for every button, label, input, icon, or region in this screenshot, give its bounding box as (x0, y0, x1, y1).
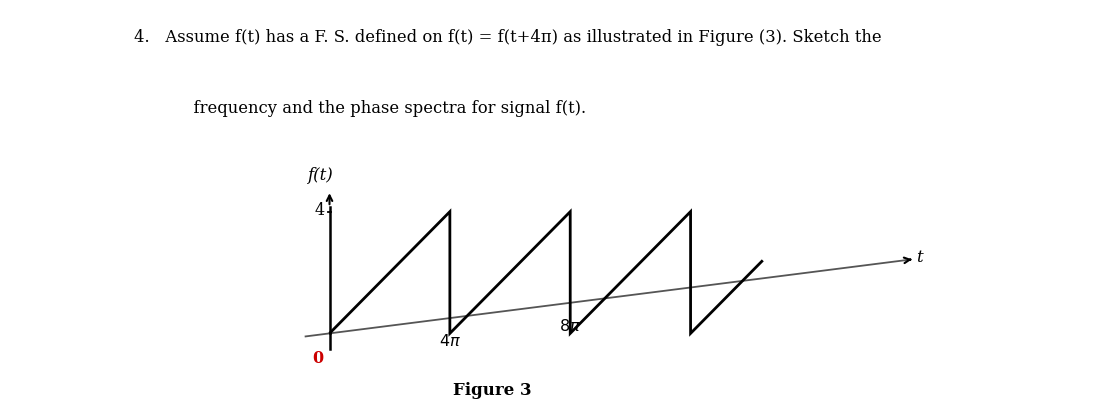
Text: t: t (916, 249, 922, 266)
Text: 4.   Assume f(t) has a F. S. defined on f(t) = f(t+4π) as illustrated in Figure : 4. Assume f(t) has a F. S. defined on f(… (134, 29, 881, 46)
Text: f(t): f(t) (307, 167, 333, 184)
Text: Figure 3: Figure 3 (452, 382, 531, 399)
Text: $8π$: $8π$ (559, 318, 582, 335)
Text: 4: 4 (314, 202, 324, 219)
Text: frequency and the phase spectra for signal f(t).: frequency and the phase spectra for sign… (162, 100, 586, 117)
Text: 0: 0 (313, 350, 324, 367)
Text: $4π$: $4π$ (439, 333, 461, 350)
